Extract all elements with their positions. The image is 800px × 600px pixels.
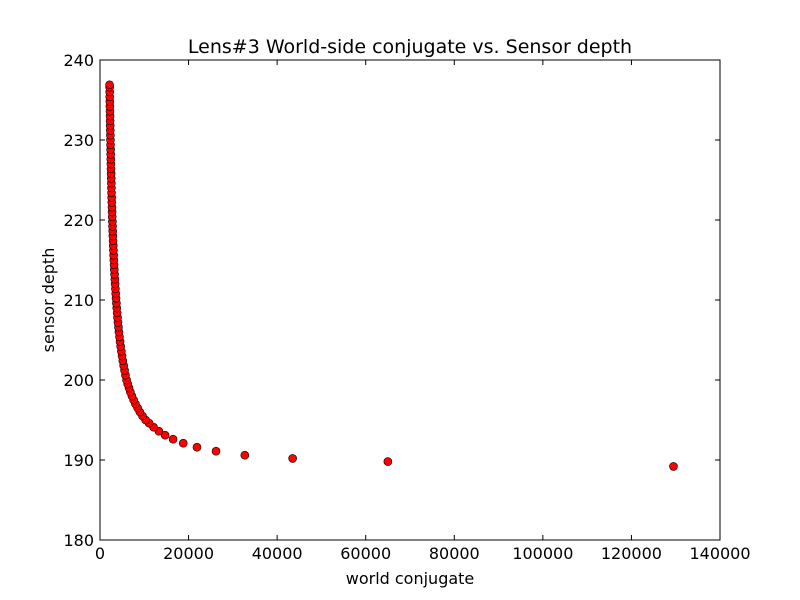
y-tick-label: 180 xyxy=(63,531,94,550)
axes-frame xyxy=(99,59,721,541)
x-tick-label: 40000 xyxy=(252,544,303,563)
x-tick-label: 140000 xyxy=(689,544,750,563)
x-tick-label: 60000 xyxy=(340,544,391,563)
data-point xyxy=(240,450,250,460)
data-point xyxy=(669,462,678,471)
x-tick-label: 20000 xyxy=(163,544,214,563)
data-point xyxy=(288,454,297,463)
y-axis-label: sensor depth xyxy=(39,248,58,353)
data-point xyxy=(383,457,393,466)
axis-ticks: 0 20000 40000 60000 80000 100000 120000 140000 1… xyxy=(63,51,750,563)
y-tick-label: 200 xyxy=(63,371,94,390)
x-tick-label: 0 xyxy=(95,544,105,563)
chart-title: Lens#3 World-side conjugate vs. Sensor d… xyxy=(188,36,632,58)
x-axis-label: world conjugate xyxy=(346,569,475,588)
data-point xyxy=(192,442,202,452)
data-point xyxy=(105,80,114,90)
y-tick-label: 230 xyxy=(63,131,94,150)
x-tick-label: 120000 xyxy=(601,544,662,563)
y-tick-label: 190 xyxy=(63,451,94,470)
x-tick-label: 80000 xyxy=(429,544,480,563)
data-point xyxy=(211,446,221,456)
plot-area xyxy=(105,80,678,471)
data-point xyxy=(178,438,188,448)
data-point xyxy=(160,430,170,440)
y-tick-label: 220 xyxy=(63,211,94,230)
y-tick-label: 210 xyxy=(63,291,94,310)
y-tick-label: 240 xyxy=(63,51,94,70)
data-point xyxy=(168,434,178,444)
x-tick-label: 100000 xyxy=(512,544,573,563)
